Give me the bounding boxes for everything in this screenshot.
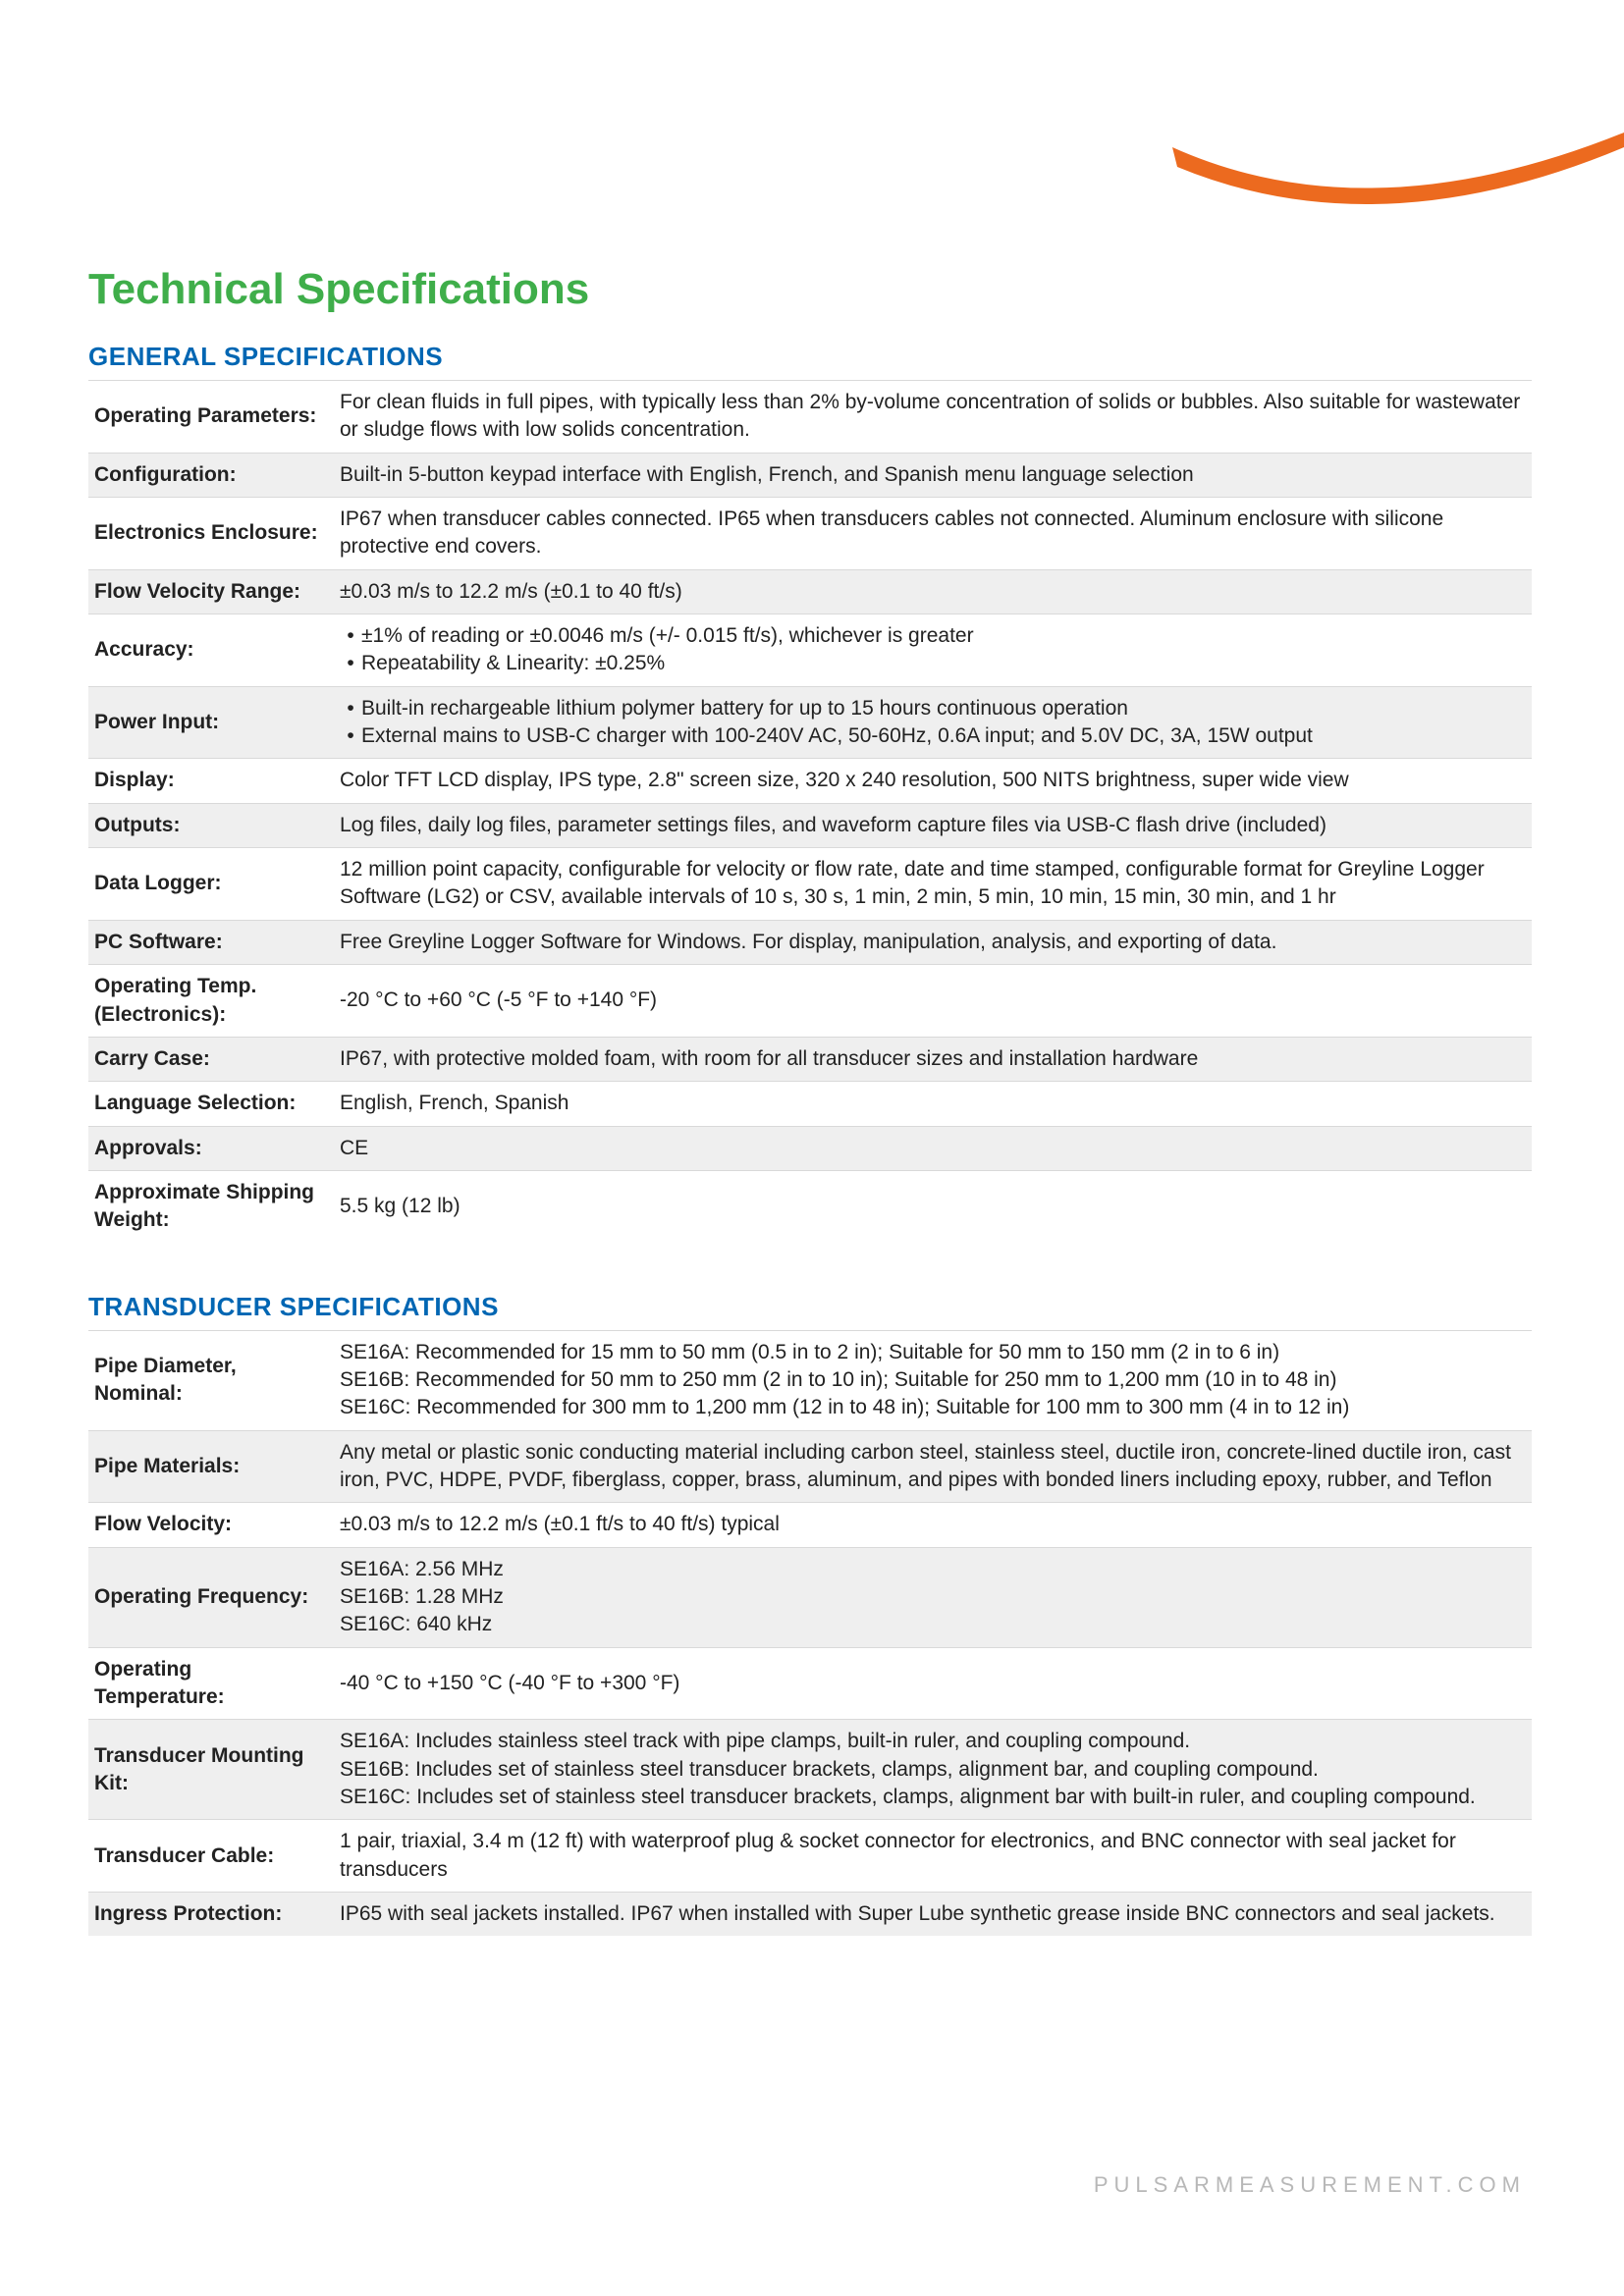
spec-label: Transducer Mounting Kit: (88, 1720, 334, 1820)
table-row: Pipe Materials:Any metal or plastic soni… (88, 1430, 1532, 1503)
spec-label: PC Software: (88, 920, 334, 964)
spec-value: For clean fluids in full pipes, with typ… (334, 381, 1532, 454)
table-row: Operating Parameters:For clean fluids in… (88, 381, 1532, 454)
spec-label: Data Logger: (88, 848, 334, 921)
spec-value: ±1% of reading or ±0.0046 m/s (+/- 0.015… (334, 614, 1532, 687)
table-row: Carry Case:IP67, with protective molded … (88, 1037, 1532, 1081)
spec-value: -40 °C to +150 °C (-40 °F to +300 °F) (334, 1647, 1532, 1720)
spec-value: Any metal or plastic sonic conducting ma… (334, 1430, 1532, 1503)
spec-value: IP65 with seal jackets installed. IP67 w… (334, 1893, 1532, 1937)
spec-value: 5.5 kg (12 lb) (334, 1170, 1532, 1242)
spec-label: Flow Velocity: (88, 1503, 334, 1547)
footer-url: PULSARMEASUREMENT.COM (1094, 2172, 1526, 2198)
spec-label: Configuration: (88, 453, 334, 497)
table-row: Flow Velocity Range:±0.03 m/s to 12.2 m/… (88, 569, 1532, 614)
spec-label: Electronics Enclosure: (88, 498, 334, 570)
table-row: Flow Velocity:±0.03 m/s to 12.2 m/s (±0.… (88, 1503, 1532, 1547)
spec-label: Power Input: (88, 686, 334, 759)
table-row: Electronics Enclosure:IP67 when transduc… (88, 498, 1532, 570)
spec-value: IP67, with protective molded foam, with … (334, 1037, 1532, 1081)
table-row: Transducer Cable:1 pair, triaxial, 3.4 m… (88, 1820, 1532, 1893)
spec-label: Pipe Materials: (88, 1430, 334, 1503)
spec-table: Operating Parameters:For clean fluids in… (88, 380, 1532, 1243)
spec-value: Free Greyline Logger Software for Window… (334, 920, 1532, 964)
spec-bullet: Built-in rechargeable lithium polymer ba… (340, 695, 1522, 722)
spec-value: ±0.03 m/s to 12.2 m/s (±0.1 ft/s to 40 f… (334, 1503, 1532, 1547)
table-row: Language Selection:English, French, Span… (88, 1082, 1532, 1126)
spec-label: Flow Velocity Range: (88, 569, 334, 614)
table-row: Configuration:Built-in 5-button keypad i… (88, 453, 1532, 497)
spec-value: English, French, Spanish (334, 1082, 1532, 1126)
spec-value: Built-in 5-button keypad interface with … (334, 453, 1532, 497)
spec-label: Approvals: (88, 1126, 334, 1170)
spec-table: Pipe Diameter, Nominal:SE16A: Recommende… (88, 1330, 1532, 1937)
spec-label: Accuracy: (88, 614, 334, 687)
spec-value: ±0.03 m/s to 12.2 m/s (±0.1 to 40 ft/s) (334, 569, 1532, 614)
table-row: Approvals:CE (88, 1126, 1532, 1170)
spec-label: Operating Frequency: (88, 1547, 334, 1647)
spec-value: SE16A: 2.56 MHzSE16B: 1.28 MHzSE16C: 640… (334, 1547, 1532, 1647)
swoosh-decoration (1172, 128, 1624, 226)
spec-bullet: ±1% of reading or ±0.0046 m/s (+/- 0.015… (340, 622, 1522, 650)
table-row: Data Logger:12 million point capacity, c… (88, 848, 1532, 921)
spec-bullet: External mains to USB-C charger with 100… (340, 722, 1522, 750)
content-area: Technical Specifications GENERAL SPECIFI… (88, 265, 1532, 1936)
spec-value: 1 pair, triaxial, 3.4 m (12 ft) with wat… (334, 1820, 1532, 1893)
spec-value: -20 °C to +60 °C (-5 °F to +140 °F) (334, 965, 1532, 1038)
table-row: Operating Frequency:SE16A: 2.56 MHzSE16B… (88, 1547, 1532, 1647)
section-title: GENERAL SPECIFICATIONS (88, 342, 1532, 372)
table-row: Pipe Diameter, Nominal:SE16A: Recommende… (88, 1330, 1532, 1430)
table-row: Transducer Mounting Kit:SE16A: Includes … (88, 1720, 1532, 1820)
spec-label: Operating Parameters: (88, 381, 334, 454)
spec-label: Pipe Diameter, Nominal: (88, 1330, 334, 1430)
table-row: Operating Temperature:-40 °C to +150 °C … (88, 1647, 1532, 1720)
spec-value: Built-in rechargeable lithium polymer ba… (334, 686, 1532, 759)
spec-bullet: Repeatability & Linearity: ±0.25% (340, 650, 1522, 677)
spec-label: Transducer Cable: (88, 1820, 334, 1893)
table-row: Approximate Shipping Weight:5.5 kg (12 l… (88, 1170, 1532, 1242)
table-row: Ingress Protection:IP65 with seal jacket… (88, 1893, 1532, 1937)
spec-label: Language Selection: (88, 1082, 334, 1126)
spec-value: Color TFT LCD display, IPS type, 2.8" sc… (334, 759, 1532, 803)
spec-value: SE16A: Includes stainless steel track wi… (334, 1720, 1532, 1820)
spec-label: Display: (88, 759, 334, 803)
spec-value: CE (334, 1126, 1532, 1170)
spec-label: Ingress Protection: (88, 1893, 334, 1937)
table-row: Outputs:Log files, daily log files, para… (88, 803, 1532, 847)
spec-value: 12 million point capacity, configurable … (334, 848, 1532, 921)
page-title: Technical Specifications (88, 265, 1532, 314)
table-row: Display:Color TFT LCD display, IPS type,… (88, 759, 1532, 803)
spec-value: Log files, daily log files, parameter se… (334, 803, 1532, 847)
table-row: Operating Temp. (Electronics):-20 °C to … (88, 965, 1532, 1038)
table-row: Power Input:Built-in rechargeable lithiu… (88, 686, 1532, 759)
spec-value: SE16A: Recommended for 15 mm to 50 mm (0… (334, 1330, 1532, 1430)
spec-label: Operating Temperature: (88, 1647, 334, 1720)
spec-label: Approximate Shipping Weight: (88, 1170, 334, 1242)
spec-label: Operating Temp. (Electronics): (88, 965, 334, 1038)
spec-value: IP67 when transducer cables connected. I… (334, 498, 1532, 570)
table-row: PC Software:Free Greyline Logger Softwar… (88, 920, 1532, 964)
spec-label: Outputs: (88, 803, 334, 847)
table-row: Accuracy:±1% of reading or ±0.0046 m/s (… (88, 614, 1532, 687)
spec-label: Carry Case: (88, 1037, 334, 1081)
section-title: TRANSDUCER SPECIFICATIONS (88, 1292, 1532, 1322)
